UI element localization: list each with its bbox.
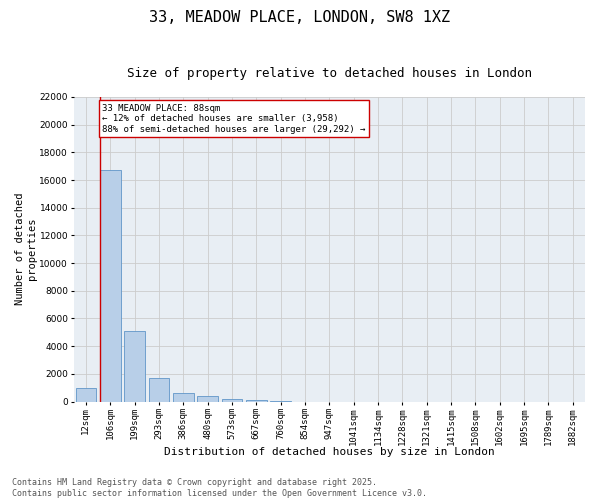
Bar [124, 331, 145, 402]
Bar [149, 378, 169, 402]
Bar [246, 400, 266, 402]
Bar [100, 170, 121, 402]
Bar [76, 388, 96, 402]
Title: Size of property relative to detached houses in London: Size of property relative to detached ho… [127, 68, 532, 80]
Bar [173, 393, 194, 402]
X-axis label: Distribution of detached houses by size in London: Distribution of detached houses by size … [164, 448, 495, 458]
Text: 33 MEADOW PLACE: 88sqm
← 12% of detached houses are smaller (3,958)
88% of semi-: 33 MEADOW PLACE: 88sqm ← 12% of detached… [102, 104, 365, 134]
Text: 33, MEADOW PLACE, LONDON, SW8 1XZ: 33, MEADOW PLACE, LONDON, SW8 1XZ [149, 10, 451, 25]
Bar [197, 396, 218, 402]
Bar [270, 401, 291, 402]
Y-axis label: Number of detached
properties: Number of detached properties [15, 193, 37, 306]
Bar [221, 399, 242, 402]
Text: Contains HM Land Registry data © Crown copyright and database right 2025.
Contai: Contains HM Land Registry data © Crown c… [12, 478, 427, 498]
